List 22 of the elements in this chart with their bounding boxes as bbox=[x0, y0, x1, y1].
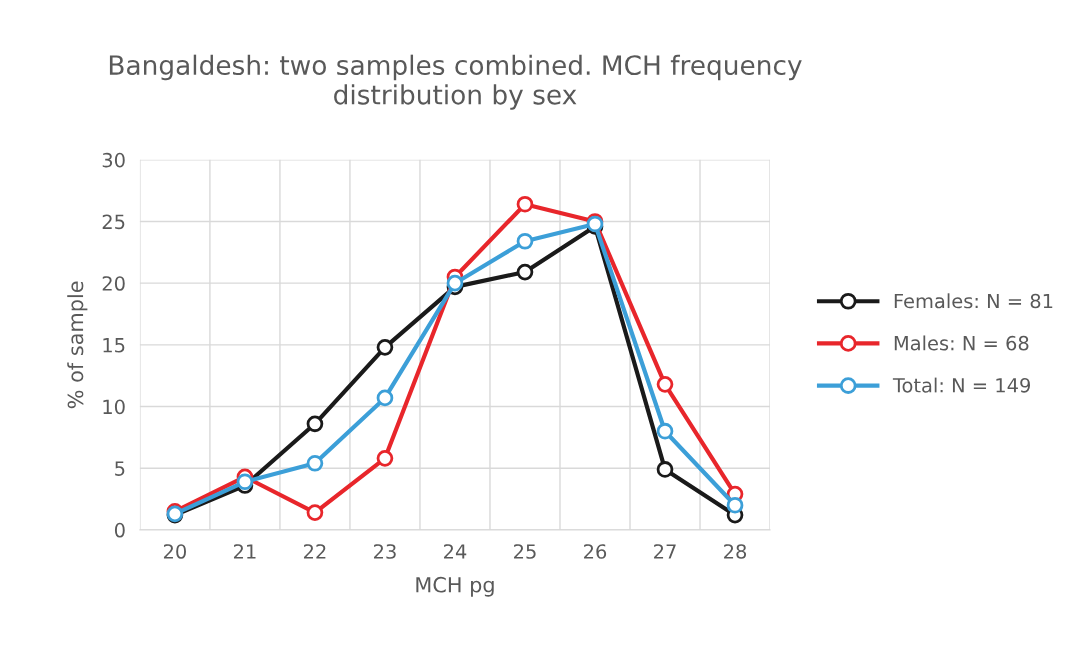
x-tick-label: 24 bbox=[444, 544, 467, 559]
legend-label: Males: N = 68 bbox=[894, 335, 1029, 351]
legend-label: Total: N = 149 bbox=[892, 377, 1031, 393]
x-tick-label: 26 bbox=[584, 544, 607, 559]
y-tick-label: 30 bbox=[102, 152, 125, 168]
x-tick-label: 20 bbox=[163, 544, 186, 559]
chart-title: Bangaldesh: two samples combined. MCH frequency distribution by sex bbox=[109, 54, 802, 110]
y-tick-label: 10 bbox=[103, 399, 125, 415]
y-tick-label: 15 bbox=[103, 338, 125, 353]
x-tick-label: 27 bbox=[654, 544, 676, 559]
y-tick-label: 20 bbox=[102, 276, 125, 291]
y-axis-title: % of sample bbox=[67, 281, 88, 409]
y-tick-label: 0 bbox=[114, 522, 125, 538]
x-tick-label: 23 bbox=[374, 544, 396, 559]
x-tick-label: 28 bbox=[724, 544, 747, 559]
legend-label: Females: N = 81 bbox=[894, 293, 1053, 309]
y-tick-label: 25 bbox=[102, 214, 125, 230]
x-tick-label: 22 bbox=[303, 544, 326, 559]
y-tick-label: 5 bbox=[115, 461, 125, 476]
x-axis-title: MCH pg bbox=[416, 576, 494, 597]
x-tick-label: 21 bbox=[233, 544, 256, 559]
x-tick-label: 25 bbox=[514, 544, 536, 559]
